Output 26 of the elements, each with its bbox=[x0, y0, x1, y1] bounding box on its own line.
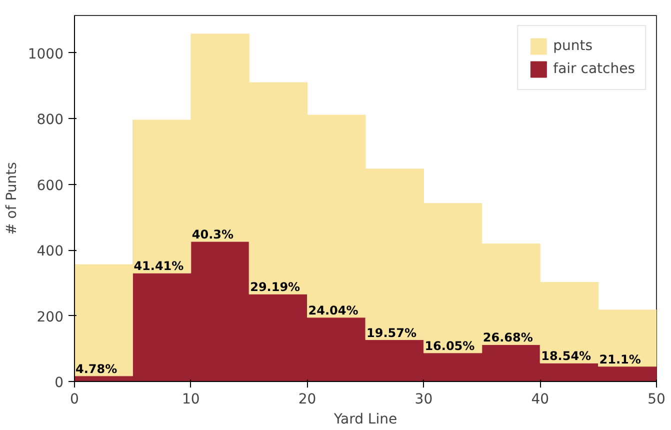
x-tick-label: 40 bbox=[531, 392, 550, 408]
annotation: 40.3% bbox=[192, 228, 234, 242]
legend-label: fair catches bbox=[553, 61, 635, 77]
x-tick-label: 50 bbox=[648, 392, 666, 408]
x-tick-label: 10 bbox=[182, 392, 200, 408]
y-tick-label: 800 bbox=[36, 112, 64, 128]
y-tick-label: 200 bbox=[36, 309, 64, 326]
annotation: 4.78% bbox=[76, 362, 118, 376]
x-axis-title: Yard Line bbox=[332, 412, 398, 428]
annotation: 41.41% bbox=[134, 259, 184, 274]
y-tick-label: 600 bbox=[36, 178, 64, 194]
x-tick-label: 30 bbox=[414, 392, 433, 408]
annotation: 19.57% bbox=[366, 326, 416, 340]
y-axis-title: # of Punts bbox=[4, 162, 20, 235]
annotation: 16.05% bbox=[424, 338, 475, 353]
annotation: 21.1% bbox=[599, 352, 641, 366]
y-tick-label: 0 bbox=[54, 375, 64, 391]
legend-label: punts bbox=[553, 38, 593, 54]
annotation: 24.04% bbox=[308, 303, 358, 318]
annotation: 26.68% bbox=[482, 330, 533, 345]
annotation: 29.19% bbox=[250, 280, 300, 294]
x-tick-label: 20 bbox=[298, 392, 316, 408]
y-tick-label: 400 bbox=[36, 244, 64, 260]
x-tick-label: 0 bbox=[70, 392, 79, 408]
y-tick-label: 1000 bbox=[28, 46, 64, 62]
annotation: 18.54% bbox=[541, 349, 592, 364]
